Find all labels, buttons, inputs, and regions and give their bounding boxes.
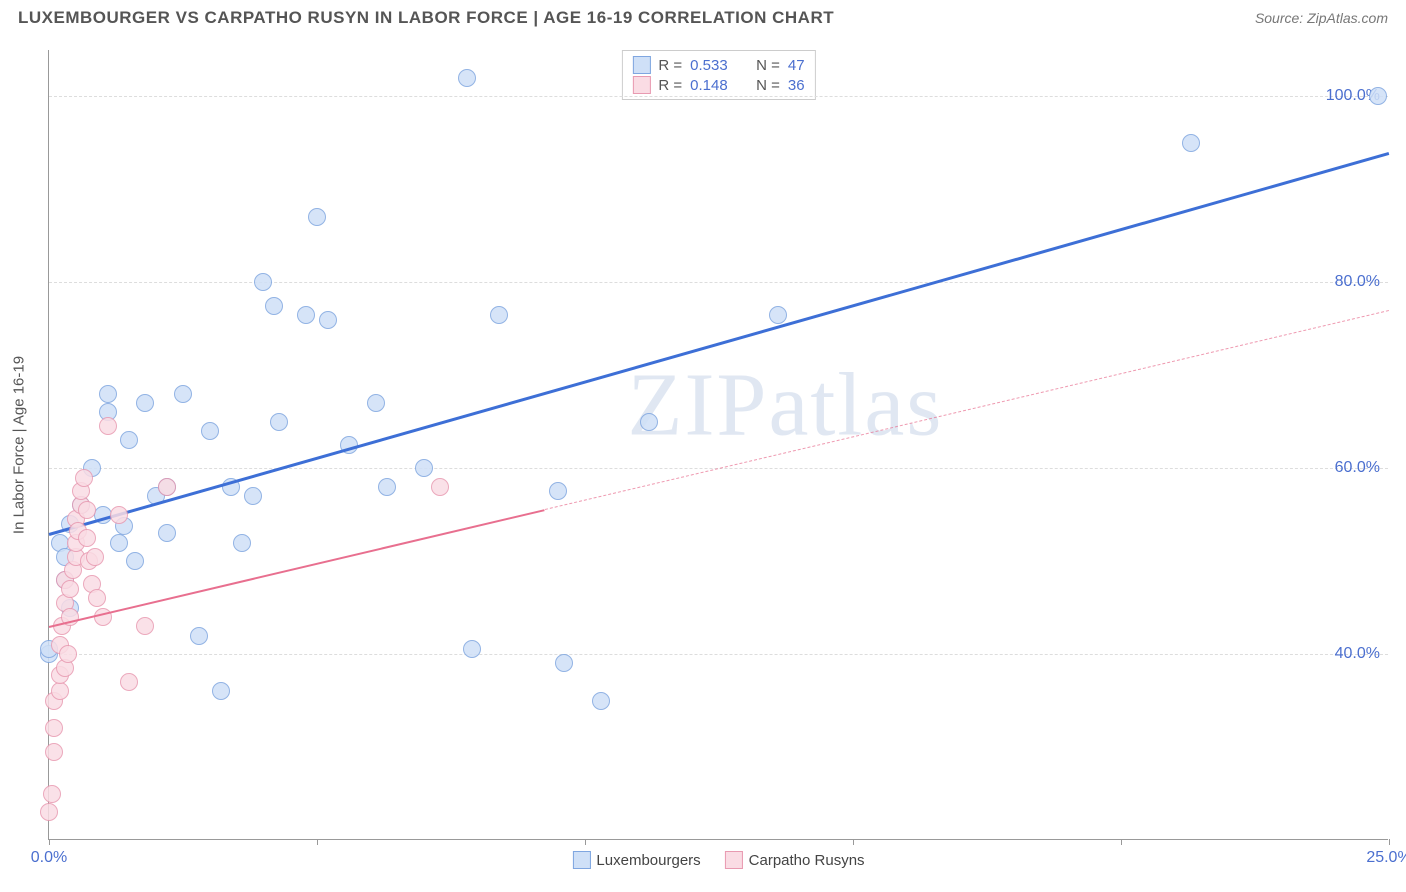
scatter-point — [78, 501, 96, 519]
x-tick-label: 25.0% — [1366, 849, 1406, 867]
legend-r-value: 0.148 — [690, 77, 738, 94]
scatter-point — [40, 803, 58, 821]
scatter-point — [126, 552, 144, 570]
legend-item: Luxembourgers — [572, 851, 700, 869]
scatter-point — [415, 459, 433, 477]
trend-line-dashed — [545, 310, 1389, 510]
legend-swatch — [632, 76, 650, 94]
legend-item: Carpatho Rusyns — [725, 851, 865, 869]
scatter-point — [431, 478, 449, 496]
watermark: ZIPatlas — [627, 354, 943, 457]
x-tick — [853, 839, 854, 845]
scatter-point — [378, 478, 396, 496]
correlation-legend: R = 0.533 N = 47 R = 0.148 N = 36 — [621, 50, 815, 100]
gridline — [49, 654, 1388, 655]
scatter-point — [212, 682, 230, 700]
x-tick — [1389, 839, 1390, 845]
trend-line — [49, 152, 1390, 536]
scatter-point — [158, 524, 176, 542]
scatter-point — [592, 692, 610, 710]
source-attribution: Source: ZipAtlas.com — [1255, 10, 1388, 26]
x-tick — [49, 839, 50, 845]
scatter-point — [120, 673, 138, 691]
legend-swatch — [572, 851, 590, 869]
scatter-point — [61, 580, 79, 598]
scatter-point — [43, 785, 61, 803]
scatter-point — [1182, 134, 1200, 152]
scatter-point — [99, 385, 117, 403]
legend-n-value: 36 — [788, 77, 805, 94]
scatter-point — [51, 682, 69, 700]
x-tick-label: 0.0% — [31, 849, 67, 867]
scatter-point — [265, 297, 283, 315]
y-tick-label: 40.0% — [1335, 645, 1380, 663]
scatter-point — [59, 645, 77, 663]
scatter-point — [555, 654, 573, 672]
scatter-point — [190, 627, 208, 645]
scatter-point — [640, 413, 658, 431]
scatter-point — [110, 534, 128, 552]
scatter-point — [458, 69, 476, 87]
scatter-point — [45, 719, 63, 737]
legend-n-label: N = — [756, 77, 780, 94]
legend-label: Carpatho Rusyns — [749, 852, 865, 869]
scatter-point — [158, 478, 176, 496]
scatter-point — [136, 617, 154, 635]
legend-row: R = 0.148 N = 36 — [632, 75, 804, 95]
y-axis-title: In Labor Force | Age 16-19 — [11, 355, 28, 533]
series-legend: Luxembourgers Carpatho Rusyns — [572, 851, 864, 869]
scatter-point — [549, 482, 567, 500]
x-tick — [1121, 839, 1122, 845]
y-tick-label: 80.0% — [1335, 273, 1380, 291]
legend-row: R = 0.533 N = 47 — [632, 55, 804, 75]
scatter-point — [75, 469, 93, 487]
scatter-point — [201, 422, 219, 440]
legend-swatch — [725, 851, 743, 869]
scatter-point — [86, 548, 104, 566]
gridline — [49, 96, 1388, 97]
scatter-point — [270, 413, 288, 431]
scatter-point — [244, 487, 262, 505]
legend-r-label: R = — [658, 57, 682, 74]
scatter-point — [120, 431, 138, 449]
scatter-point — [233, 534, 251, 552]
scatter-point — [136, 394, 154, 412]
scatter-point — [110, 506, 128, 524]
x-tick — [317, 839, 318, 845]
y-tick-label: 60.0% — [1335, 459, 1380, 477]
scatter-point — [1369, 87, 1387, 105]
scatter-point — [254, 273, 272, 291]
scatter-point — [174, 385, 192, 403]
scatter-point — [319, 311, 337, 329]
scatter-point — [367, 394, 385, 412]
scatter-point — [490, 306, 508, 324]
scatter-plot: In Labor Force | Age 16-19 ZIPatlas R =0… — [48, 50, 1388, 840]
scatter-point — [99, 417, 117, 435]
legend-swatch — [632, 56, 650, 74]
scatter-point — [88, 589, 106, 607]
gridline — [49, 282, 1388, 283]
chart-title: LUXEMBOURGER VS CARPATHO RUSYN IN LABOR … — [18, 8, 834, 28]
scatter-point — [308, 208, 326, 226]
scatter-point — [297, 306, 315, 324]
scatter-point — [463, 640, 481, 658]
legend-r-label: R = — [658, 77, 682, 94]
title-bar: LUXEMBOURGER VS CARPATHO RUSYN IN LABOR … — [0, 0, 1406, 36]
x-tick — [585, 839, 586, 845]
scatter-point — [78, 529, 96, 547]
legend-n-value: 47 — [788, 57, 805, 74]
scatter-point — [45, 743, 63, 761]
legend-r-value: 0.533 — [690, 57, 738, 74]
legend-n-label: N = — [756, 57, 780, 74]
scatter-point — [769, 306, 787, 324]
legend-label: Luxembourgers — [596, 852, 700, 869]
